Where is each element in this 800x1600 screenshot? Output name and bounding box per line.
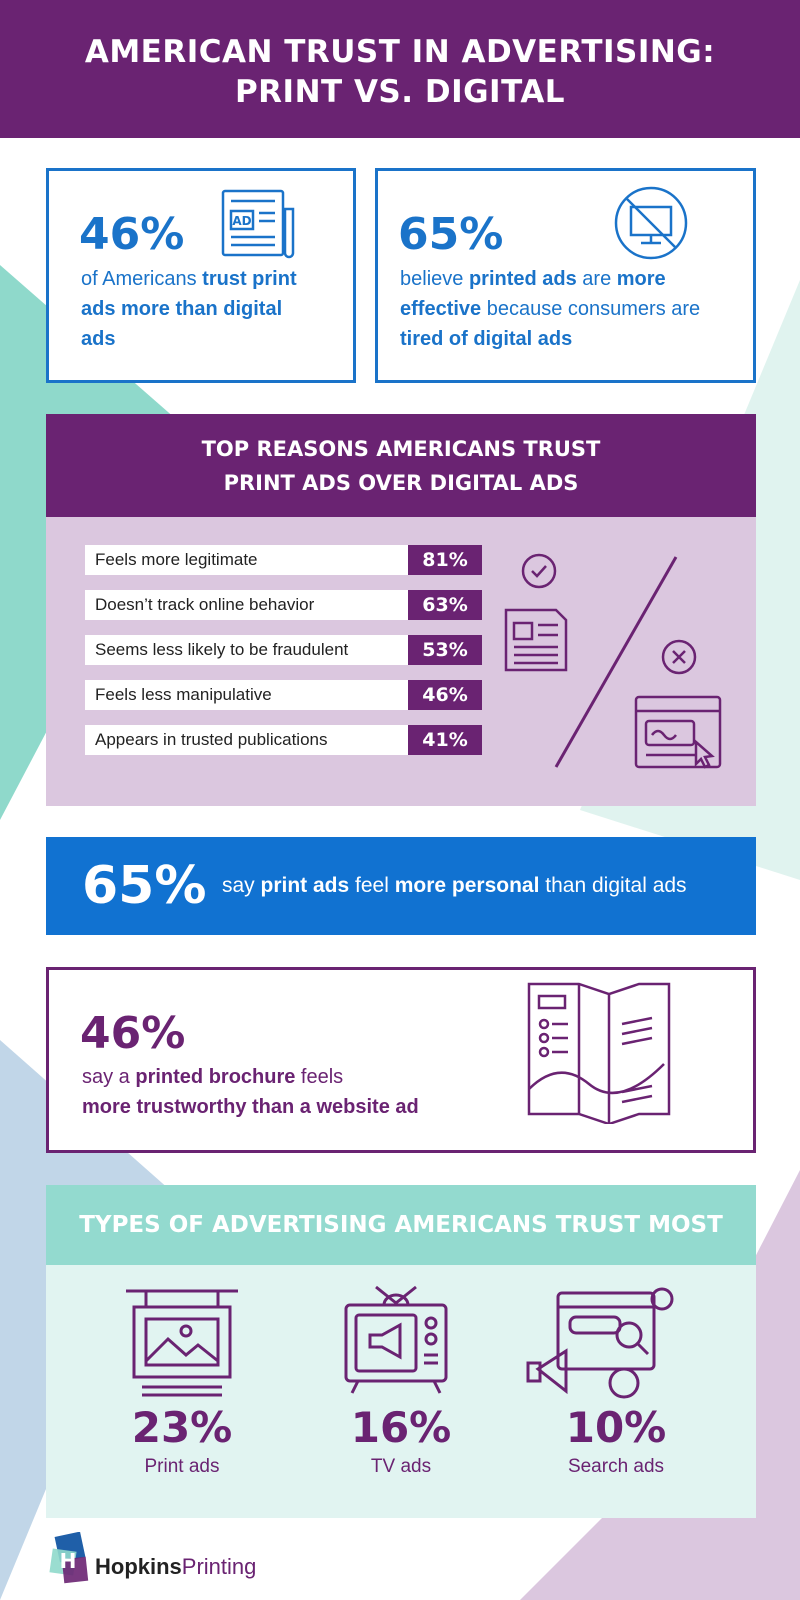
personal-banner: 65% say print ads feel more personal tha…: [46, 837, 756, 935]
text-run: more effective: [400, 268, 666, 320]
reason-row: Seems less likely to be fraudulent 53%: [85, 635, 482, 665]
stat-value: 65%: [398, 209, 504, 260]
reason-label: Appears in trusted publications: [85, 725, 408, 755]
reason-percent: 53%: [408, 635, 482, 665]
stat-value: 46%: [80, 1008, 186, 1059]
section-header: TOP REASONS AMERICANS TRUST PRINT ADS OV…: [46, 414, 756, 517]
type-percent: 16%: [350, 1403, 452, 1452]
type-percent: 23%: [131, 1403, 233, 1452]
stat-text: of Americans trust print ads more than d…: [81, 264, 306, 354]
svg-text:AD: AD: [232, 214, 251, 228]
text-run: feel: [349, 874, 395, 897]
type-icons: [126, 1285, 674, 1399]
type-label: Search ads: [567, 1456, 665, 1477]
brochure-card: 46% say a printed brochure feels more tr…: [46, 967, 756, 1153]
logo: HopkinsPrinting: [95, 1552, 256, 1582]
svg-text:H: H: [60, 1549, 77, 1573]
types-panel: 23% Print ads 16% TV ads 10% Search ads: [46, 1265, 756, 1518]
section-title-line: PRINT ADS OVER DIGITAL ADS: [223, 471, 579, 495]
reason-label: Feels more legitimate: [85, 545, 408, 575]
stat-text: say a printed brochure feels more trustw…: [82, 1062, 482, 1122]
header: AMERICAN TRUST IN ADVERTISING: PRINT VS.…: [0, 0, 800, 138]
text-run: because consumers are: [481, 298, 701, 320]
reason-label: Feels less manipulative: [85, 680, 408, 710]
reason-percent: 63%: [408, 590, 482, 620]
reason-percent: 81%: [408, 545, 482, 575]
section-header: TYPES OF ADVERTISING AMERICANS TRUST MOS…: [46, 1185, 756, 1265]
reason-row: Feels more legitimate 81%: [85, 545, 482, 575]
brochure-icon: [527, 982, 671, 1124]
type-label: TV ads: [370, 1456, 432, 1477]
stat-text: believe printed ads are more effective b…: [400, 264, 710, 354]
reason-percent: 46%: [408, 680, 482, 710]
text-run: of Americans: [81, 268, 203, 290]
stat-card: 46% of Americans trust print ads more th…: [46, 168, 356, 383]
type-item: 16% TV ads: [301, 1403, 501, 1481]
text-run: believe: [400, 268, 469, 290]
logo-text: Printing: [181, 1554, 257, 1579]
title-line: PRINT VS. DIGITAL: [234, 74, 566, 110]
title-line: AMERICAN TRUST IN ADVERTISING:: [84, 34, 716, 70]
no-monitor-icon: [614, 186, 688, 260]
reason-label: Seems less likely to be fraudulent: [85, 635, 408, 665]
section-title-line: TOP REASONS AMERICANS TRUST: [201, 437, 601, 461]
text-run: print ads: [260, 874, 350, 897]
stat-value: 65%: [82, 856, 207, 916]
reason-label: Doesn’t track online behavior: [85, 590, 408, 620]
type-percent: 10%: [565, 1403, 667, 1452]
text-run: say a: [82, 1066, 136, 1088]
stat-text: say print ads feel more personal than di…: [222, 870, 687, 902]
logo-mark: H: [49, 1532, 89, 1584]
text-run: more personal: [394, 874, 540, 897]
reason-row: Appears in trusted publications 41%: [85, 725, 482, 755]
reason-row: Feels less manipulative 46%: [85, 680, 482, 710]
stat-card: 65% believe printed ads are more effecti…: [375, 168, 756, 383]
text-run: printed brochure: [135, 1066, 296, 1088]
type-label: Print ads: [144, 1456, 220, 1477]
text-run: more trustworthy than a website ad: [82, 1096, 419, 1118]
text-run: than digital ads: [539, 874, 687, 897]
logo-text: Hopkins: [95, 1554, 182, 1579]
type-item: 23% Print ads: [82, 1403, 282, 1481]
newspaper-ad-icon: AD: [221, 189, 295, 259]
text-run: tired of digital ads: [400, 328, 573, 350]
print-vs-digital-icon: [504, 553, 722, 769]
reason-row: Doesn’t track online behavior 63%: [85, 590, 482, 620]
stat-value: 46%: [79, 209, 185, 260]
text-run: feels: [295, 1066, 344, 1088]
text-run: printed ads: [468, 268, 577, 290]
text-run: trust print ads more than digital ads: [81, 268, 297, 350]
reason-percent: 41%: [408, 725, 482, 755]
text-run: say: [222, 874, 261, 897]
text-run: are: [576, 268, 617, 290]
type-item: 10% Search ads: [516, 1403, 716, 1481]
reasons-panel: Feels more legitimate 81% Doesn’t track on…: [46, 517, 756, 806]
